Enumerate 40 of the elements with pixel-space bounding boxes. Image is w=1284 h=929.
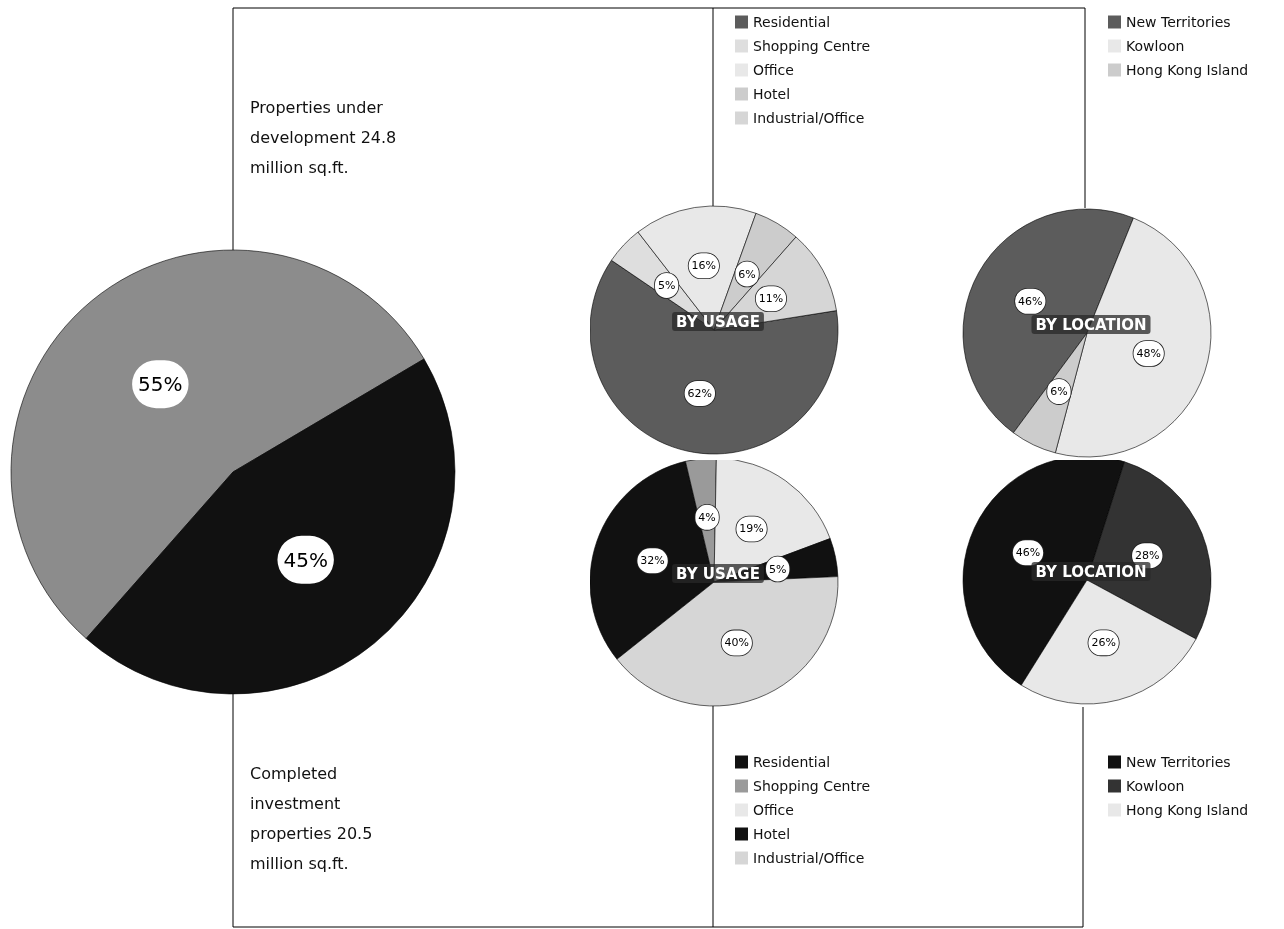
- legend-label: Hong Kong Island: [1126, 62, 1249, 78]
- legend-label: Hotel: [753, 826, 791, 842]
- data-label: 46%: [1015, 546, 1041, 560]
- slice-label: Properties under development 24.8 million sq.ft.: [250, 97, 402, 177]
- legend-label: Residential: [753, 14, 831, 30]
- legend-label: Hotel: [753, 86, 791, 102]
- data-label: 6%: [1050, 385, 1068, 399]
- data-label: 40%: [724, 636, 749, 650]
- data-label: 19%: [739, 522, 764, 536]
- legend-label: Shopping Centre: [753, 38, 871, 54]
- legend-label: Kowloon: [1126, 778, 1185, 794]
- data-label: 11%: [758, 292, 784, 306]
- text: BY LOCATION: [1035, 562, 1147, 581]
- data-label: 5%: [657, 279, 676, 292]
- data-label: 28%: [1135, 549, 1160, 563]
- data-label: 55%: [138, 372, 183, 397]
- legend-label: Industrial/Office: [753, 110, 865, 126]
- text: BY USAGE: [676, 312, 760, 331]
- data-label: 5%: [768, 562, 787, 576]
- data-label: 62%: [687, 386, 713, 400]
- legend-label: Kowloon: [1126, 38, 1185, 54]
- text: BY LOCATION: [1035, 315, 1147, 334]
- legend-label: Office: [753, 62, 794, 78]
- data-label: 48%: [1136, 347, 1161, 361]
- data-label: 26%: [1091, 636, 1116, 650]
- legend-label: Office: [753, 802, 794, 818]
- data-label: 46%: [1018, 294, 1043, 308]
- legend-label: Industrial/Office: [753, 850, 865, 866]
- text: BY USAGE: [676, 564, 760, 583]
- legend-label: Hong Kong Island: [1126, 802, 1249, 818]
- data-label: 32%: [640, 554, 665, 568]
- data-label: 4%: [698, 510, 716, 524]
- legend-label: New Territories: [1126, 754, 1231, 770]
- data-label: 45%: [283, 547, 328, 572]
- legend-label: Residential: [753, 754, 831, 770]
- slice-label: Completed investment properties 20.5 million sq.ft.: [250, 763, 378, 873]
- legend-label: New Territories: [1126, 14, 1231, 30]
- data-label: 16%: [691, 259, 717, 273]
- data-label: 6%: [738, 267, 756, 281]
- legend-label: Shopping Centre: [753, 778, 871, 794]
